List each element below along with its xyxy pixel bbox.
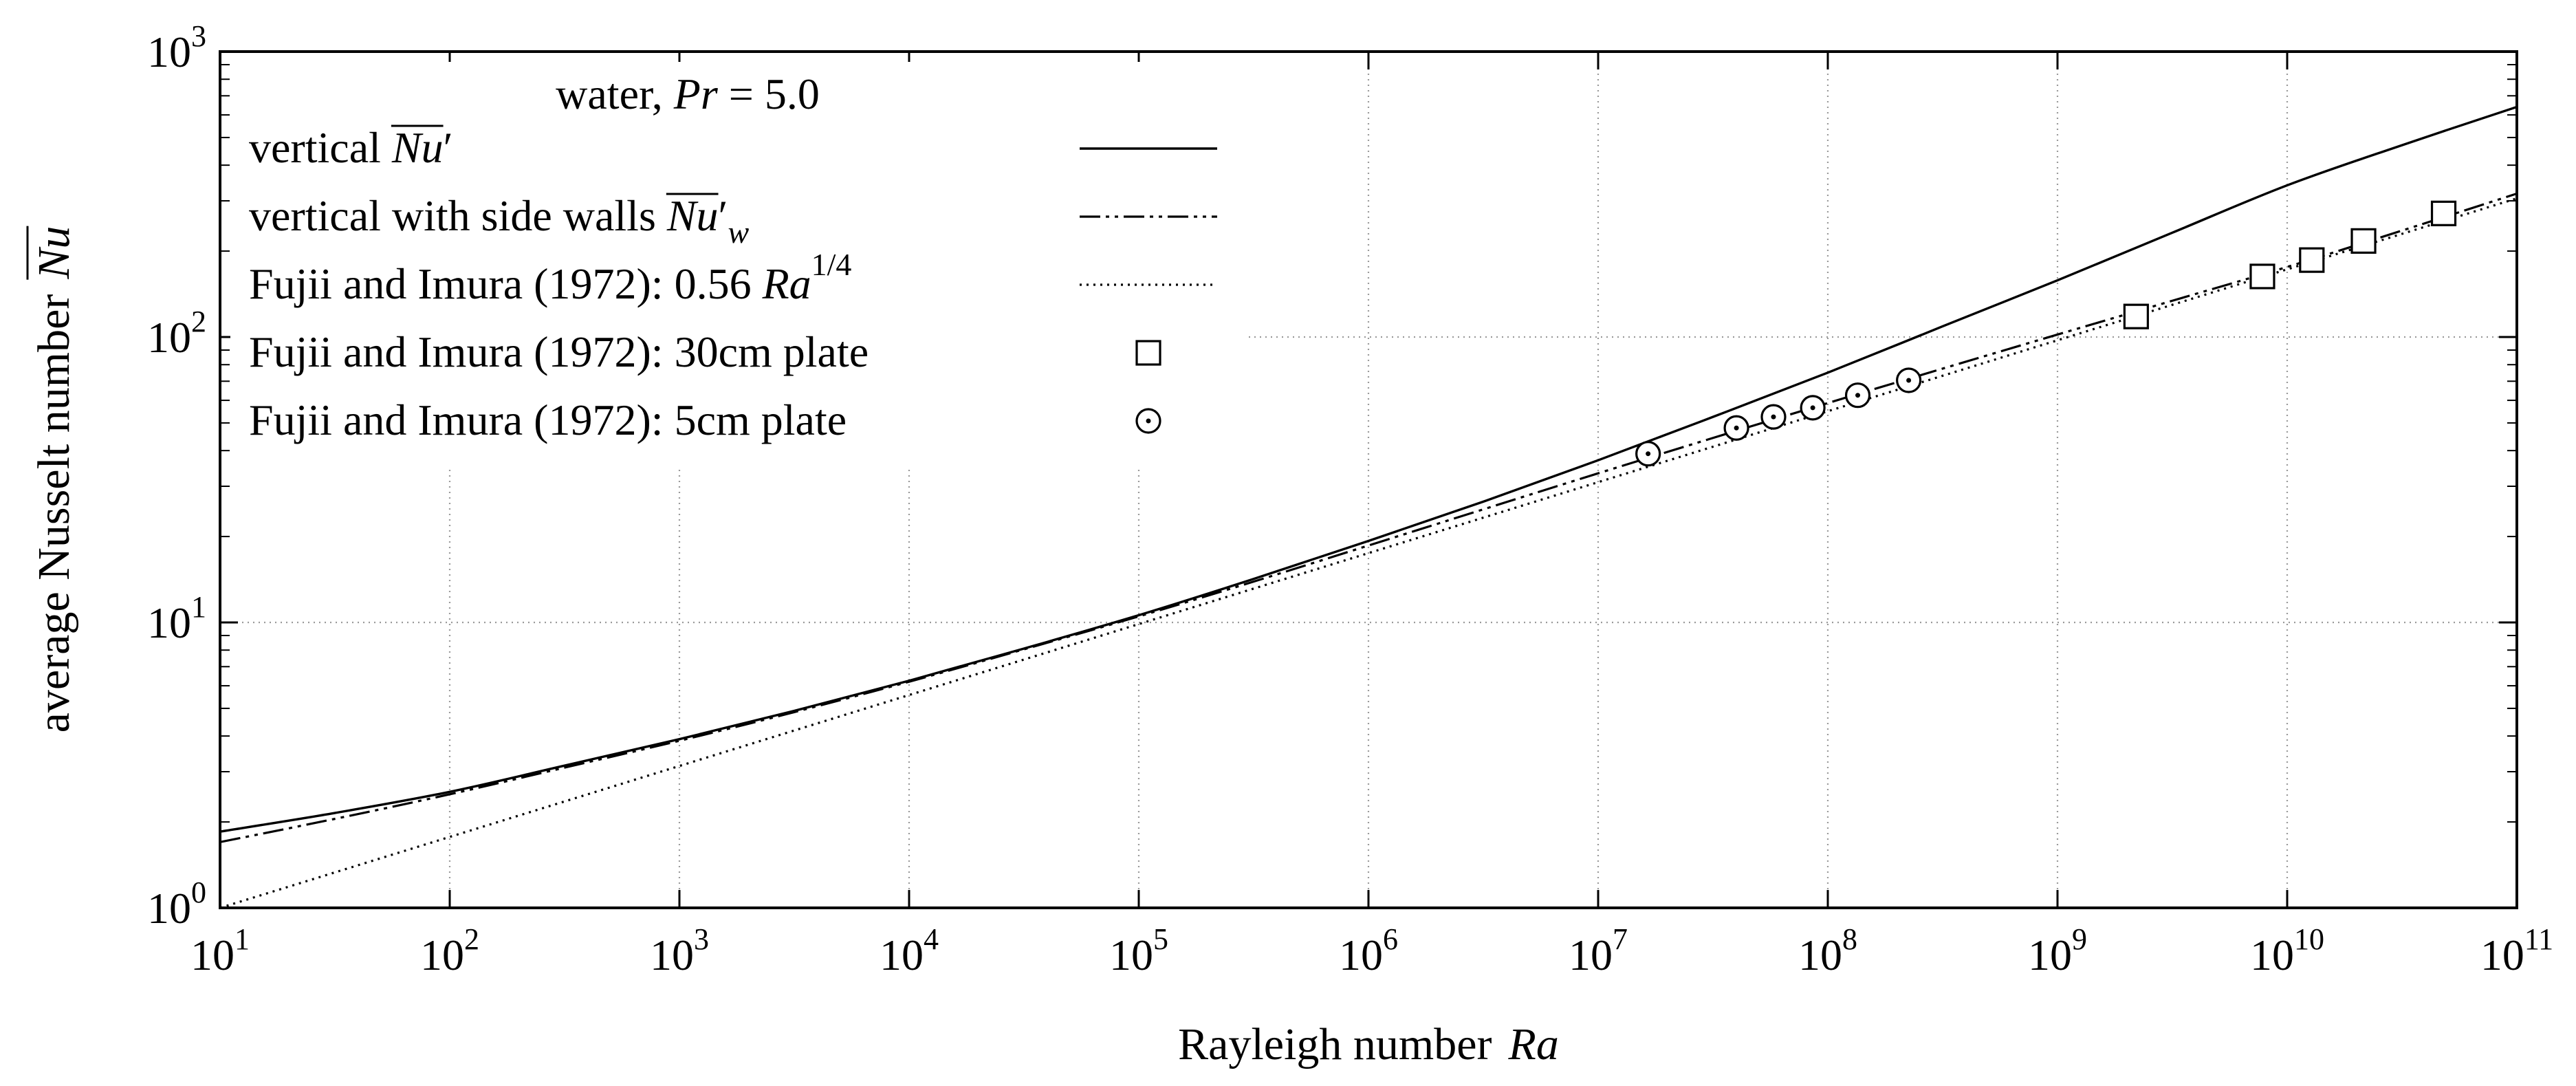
square-marker [2249,263,2275,290]
x-tick-label: 108 [1798,922,1857,979]
square-marker [1135,340,1161,366]
x-tick-label: 105 [1109,922,1168,979]
x-tick-labels: 101 102 103 104 105 106 107 108 109 1010 1011 [190,922,2553,979]
legend-entry-label: Fujii and Imura (1972): 5cm plate [249,395,847,444]
minor-ticks [220,63,2517,823]
x-tick-label: 101 [190,922,250,979]
legend-entry-label: vertical with side walls Nu′w [249,191,750,250]
x-tick-label: 106 [1339,922,1398,979]
legend: water, Pr = 5.0 vertical Nu′ vertical wit… [230,62,1248,468]
y-tick-label: 102 [147,305,206,362]
legend-symbol: Nu [391,123,444,172]
circle-marker [1760,404,1787,430]
x-axis-title: Rayleigh number Ra [1178,1019,1559,1069]
series-line [220,105,2517,833]
circle-marker [1723,415,1749,441]
square-marker [2123,303,2149,329]
square-marker [2430,200,2457,226]
x-tick-label: 1010 [2250,922,2324,979]
legend-symbol: Nu [666,191,719,240]
x-tick-label: 1011 [2480,922,2553,979]
x-tick-label: 107 [1569,922,1628,979]
legend-background [230,62,1248,468]
y-tick-label: 103 [147,19,206,76]
y-tick-labels: 100 101 102 103 [147,19,206,933]
circle-marker [1896,367,1922,393]
y-axis-title: average Nusselt numberNu [29,226,79,733]
square-marker [2299,247,2325,273]
series-line [220,197,2517,908]
legend-title: water, Pr = 5.0 [556,69,820,118]
circle-marker [1135,408,1161,434]
legend-symbol: Ra [762,259,811,308]
circle-marker [1844,382,1871,409]
y-tick-label: 100 [147,876,206,933]
data-markers [1635,200,2457,467]
x-tick-label: 109 [2028,922,2087,979]
legend-entry-label: Fujii and Imura (1972): 30cm plate [249,327,869,376]
circle-marker [1800,395,1826,421]
x-tick-label: 102 [420,922,479,979]
circle-marker [1635,441,1661,467]
x-tick-label: 104 [880,922,939,979]
legend-entry-label: vertical Nu′ [249,123,453,172]
legend-entry-label: Fujii and Imura (1972): 0.56 Ra1/4 [249,247,851,308]
x-tick-label: 103 [650,922,709,979]
y-tick-label: 101 [147,590,206,647]
square-marker [2350,228,2377,254]
